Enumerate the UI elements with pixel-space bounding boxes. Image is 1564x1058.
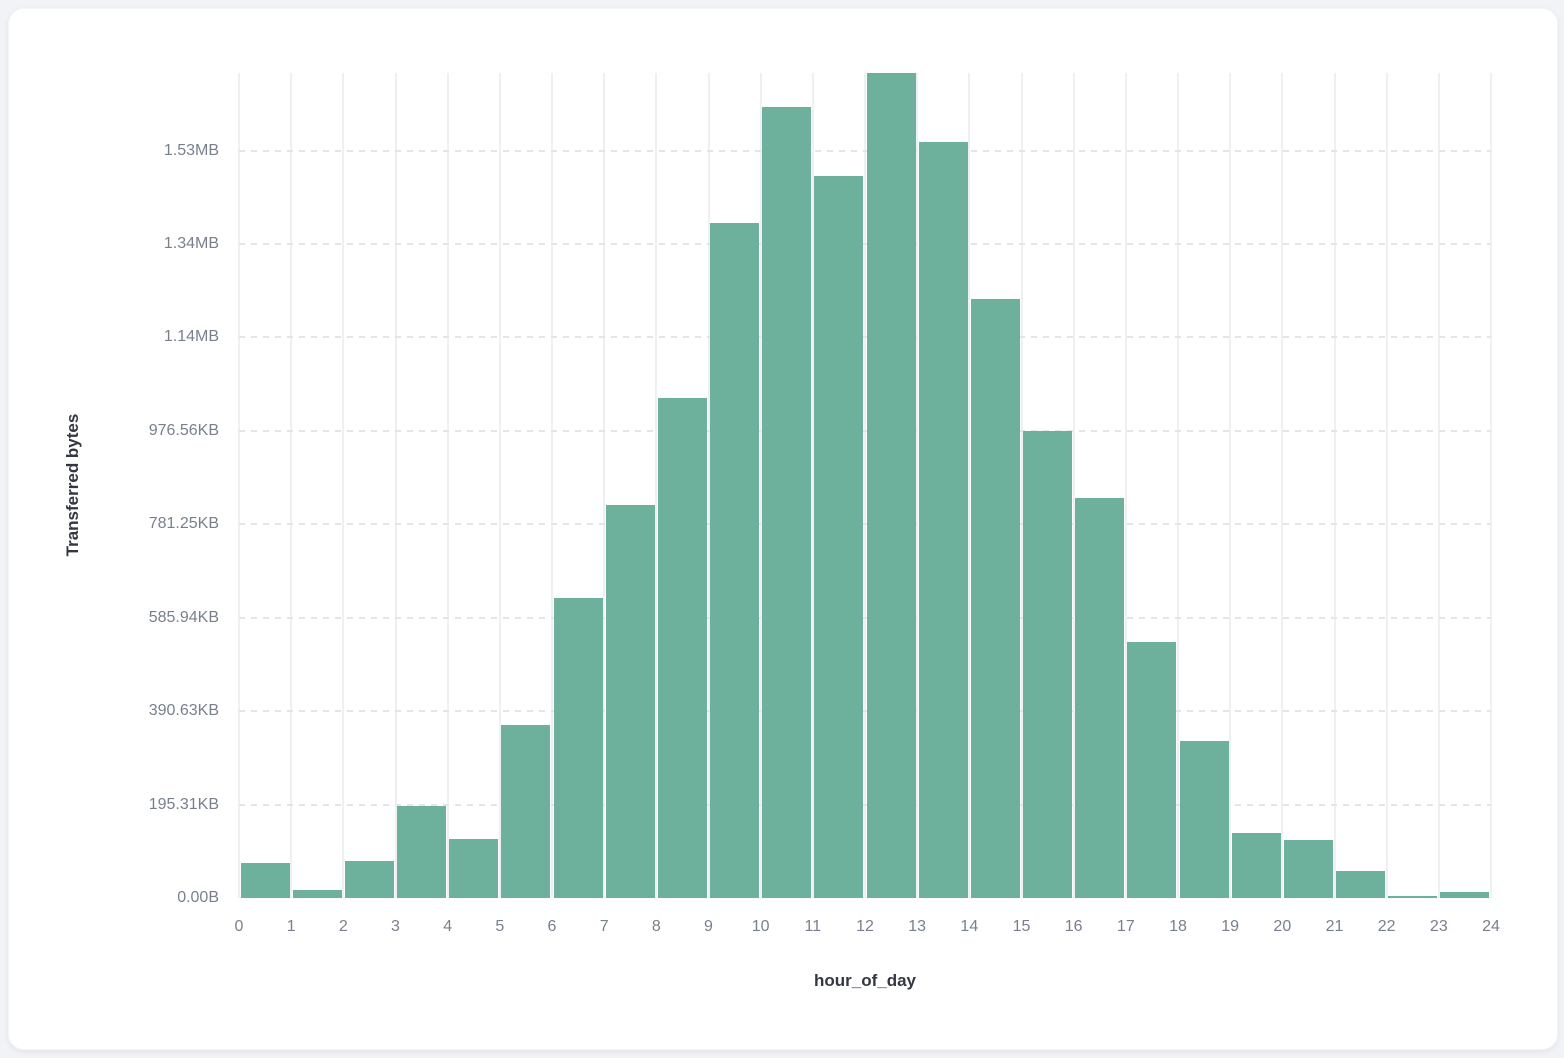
- y-gridline: [239, 803, 1491, 806]
- histogram-chart: Transferred bytes 0.00B 195.31KB 390.63KB 5…: [9, 9, 1557, 1049]
- histogram-bar[interactable]: [918, 142, 968, 898]
- histogram-bar[interactable]: [657, 398, 707, 898]
- histogram-bar[interactable]: [292, 890, 342, 898]
- histogram-bar[interactable]: [605, 504, 655, 898]
- x-tick-label: 10: [751, 918, 770, 935]
- x-tick-label: 12: [856, 918, 874, 935]
- x-gridline: [603, 73, 606, 898]
- x-tick-label: 16: [1064, 918, 1083, 935]
- histogram-bar[interactable]: [344, 861, 394, 898]
- y-gridline: [239, 710, 1491, 713]
- x-gridline: [1281, 73, 1284, 898]
- x-tick-label: 4: [443, 918, 453, 935]
- y-tick-label: 1.34MB: [163, 234, 219, 252]
- histogram-bar[interactable]: [1283, 840, 1333, 898]
- y-axis-labels: 0.00B 195.31KB 390.63KB 585.94KB 781.25KB 976…: [9, 73, 219, 906]
- x-gridline: [968, 73, 971, 898]
- histogram-bar[interactable]: [501, 725, 551, 898]
- histogram-bar[interactable]: [970, 299, 1020, 898]
- histogram-bar[interactable]: [1179, 740, 1229, 898]
- x-gridline: [759, 73, 762, 898]
- x-tick-label: 7: [599, 918, 609, 935]
- histogram-bar[interactable]: [449, 839, 499, 898]
- histogram-bar[interactable]: [553, 597, 603, 898]
- x-tick-label: 0: [234, 918, 244, 935]
- x-gridline: [1385, 73, 1388, 898]
- x-tick-label: 14: [960, 918, 979, 935]
- histogram-bar[interactable]: [762, 107, 812, 898]
- chart-card: Transferred bytes 0.00B 195.31KB 390.63KB 5…: [8, 8, 1558, 1050]
- y-tick-label: 781.25KB: [148, 515, 219, 533]
- x-gridline: [1072, 73, 1075, 898]
- x-axis-labels: 0 1 2 3 4 5 6 7 8 9 10 11 12 13 14 15 16 17 18 19 20 21 22 23 24: [235, 915, 1500, 939]
- x-tick-label: 20: [1273, 918, 1292, 935]
- x-gridline: [238, 73, 240, 898]
- x-tick-label: 6: [547, 918, 557, 935]
- x-tick-label: 13: [908, 918, 927, 935]
- y-gridline: [239, 429, 1491, 432]
- x-tick-label: 5: [495, 918, 505, 935]
- x-gridline: [916, 73, 919, 898]
- y-tick-label: 976.56KB: [148, 421, 219, 439]
- x-tick-label: 2: [338, 918, 348, 935]
- y-gridline: [239, 149, 1491, 152]
- histogram-bar[interactable]: [1440, 891, 1490, 898]
- histogram-bar[interactable]: [1075, 497, 1125, 898]
- x-tick-label: 21: [1325, 918, 1344, 935]
- y-tick-label: 390.63KB: [148, 702, 219, 720]
- x-gridline: [1177, 73, 1179, 898]
- x-gridline: [446, 73, 449, 898]
- histogram-bar[interactable]: [240, 862, 290, 898]
- x-gridline: [290, 73, 293, 898]
- x-gridline: [498, 73, 501, 898]
- histogram-bar[interactable]: [1127, 641, 1177, 898]
- plot-area: [238, 73, 1492, 898]
- x-tick-label: 17: [1116, 918, 1135, 935]
- x-gridline: [1490, 73, 1492, 898]
- x-gridline: [394, 73, 397, 898]
- x-gridline: [551, 73, 553, 898]
- x-tick-label: 23: [1429, 918, 1448, 935]
- histogram-bar[interactable]: [1336, 870, 1386, 898]
- y-tick-label: 0.00B: [177, 889, 219, 906]
- y-gridline: [239, 336, 1491, 339]
- y-tick-label: 1.53MB: [163, 141, 219, 159]
- y-tick-label: 585.94KB: [148, 608, 219, 626]
- x-gridline: [655, 73, 658, 898]
- x-axis-title: hour_of_day: [813, 971, 917, 990]
- x-tick-label: 24: [1482, 918, 1500, 935]
- y-gridline: [239, 242, 1491, 245]
- y-gridline: [239, 616, 1491, 619]
- y-tick-label: 1.14MB: [163, 328, 219, 346]
- x-tick-label: 19: [1221, 918, 1240, 935]
- x-gridline: [1124, 73, 1127, 898]
- histogram-bar[interactable]: [814, 175, 864, 898]
- x-tick-label: 15: [1012, 918, 1031, 935]
- histogram-bar[interactable]: [710, 222, 760, 898]
- x-tick-label: 9: [704, 918, 713, 935]
- histogram-bar[interactable]: [1388, 896, 1438, 898]
- x-gridline: [864, 73, 866, 898]
- x-tick-label: 11: [804, 918, 822, 935]
- x-tick-label: 1: [286, 918, 296, 935]
- x-gridline: [707, 73, 710, 898]
- x-tick-label: 3: [391, 918, 400, 935]
- histogram-bar[interactable]: [397, 805, 447, 898]
- histogram-bar[interactable]: [866, 73, 916, 898]
- x-gridline: [1333, 73, 1336, 898]
- x-tick-label: 22: [1377, 918, 1396, 935]
- x-gridline: [1229, 73, 1232, 898]
- x-gridline: [1020, 73, 1023, 898]
- x-tick-label: 18: [1169, 918, 1187, 935]
- y-gridline: [239, 523, 1491, 526]
- histogram-bar[interactable]: [1231, 833, 1281, 898]
- x-gridline: [342, 73, 345, 898]
- x-gridline: [1437, 73, 1440, 898]
- x-tick-label: 8: [651, 918, 661, 935]
- x-gridline: [811, 73, 814, 898]
- y-tick-label: 195.31KB: [148, 795, 219, 813]
- histogram-bar[interactable]: [1023, 431, 1073, 898]
